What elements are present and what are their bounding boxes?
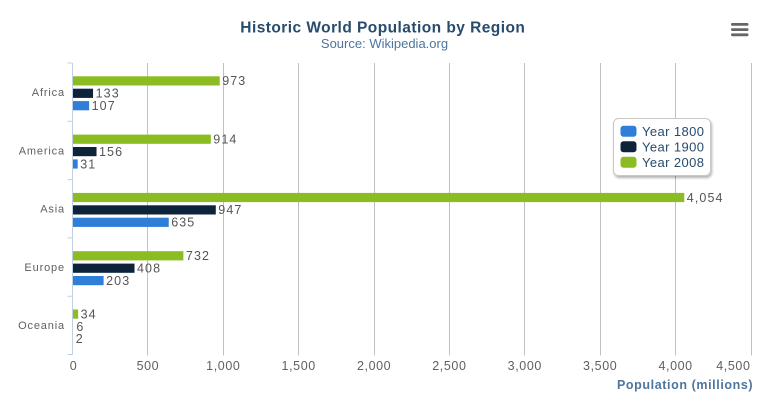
svg-text:Year 2008: Year 2008 bbox=[642, 155, 704, 170]
svg-text:133: 133 bbox=[96, 87, 120, 101]
svg-text:732: 732 bbox=[186, 249, 210, 263]
svg-text:Asia: Asia bbox=[40, 204, 65, 216]
svg-text:Year 1800: Year 1800 bbox=[642, 124, 704, 139]
svg-text:1,000: 1,000 bbox=[206, 359, 240, 373]
svg-text:31: 31 bbox=[80, 157, 96, 171]
svg-text:973: 973 bbox=[222, 74, 246, 88]
svg-text:3,000: 3,000 bbox=[508, 359, 542, 373]
svg-text:914: 914 bbox=[213, 133, 237, 147]
svg-text:408: 408 bbox=[137, 262, 161, 276]
svg-text:156: 156 bbox=[99, 145, 123, 159]
svg-text:500: 500 bbox=[137, 359, 160, 373]
svg-text:4,500: 4,500 bbox=[716, 359, 750, 373]
svg-text:3,500: 3,500 bbox=[583, 359, 617, 373]
svg-text:Year 1900: Year 1900 bbox=[642, 139, 704, 154]
svg-text:2: 2 bbox=[76, 332, 84, 346]
svg-text:107: 107 bbox=[92, 99, 116, 113]
svg-text:America: America bbox=[19, 145, 65, 157]
svg-text:Europe: Europe bbox=[24, 262, 65, 274]
svg-text:2,000: 2,000 bbox=[357, 359, 391, 373]
svg-text:Source: Wikipedia.org: Source: Wikipedia.org bbox=[321, 36, 448, 51]
svg-text:947: 947 bbox=[218, 203, 242, 217]
svg-text:34: 34 bbox=[81, 307, 97, 321]
svg-text:6: 6 bbox=[76, 320, 84, 334]
svg-text:Population (millions): Population (millions) bbox=[617, 378, 753, 392]
svg-text:1,500: 1,500 bbox=[282, 359, 316, 373]
svg-text:Historic World Population by R: Historic World Population by Region bbox=[240, 20, 525, 37]
svg-text:4,000: 4,000 bbox=[658, 359, 692, 373]
svg-text:635: 635 bbox=[171, 216, 195, 230]
svg-text:Oceania: Oceania bbox=[18, 320, 65, 332]
svg-text:203: 203 bbox=[106, 274, 130, 288]
svg-text:0: 0 bbox=[70, 359, 78, 373]
svg-text:2,500: 2,500 bbox=[432, 359, 466, 373]
svg-text:4,054: 4,054 bbox=[687, 191, 724, 205]
svg-text:Africa: Africa bbox=[32, 87, 65, 99]
